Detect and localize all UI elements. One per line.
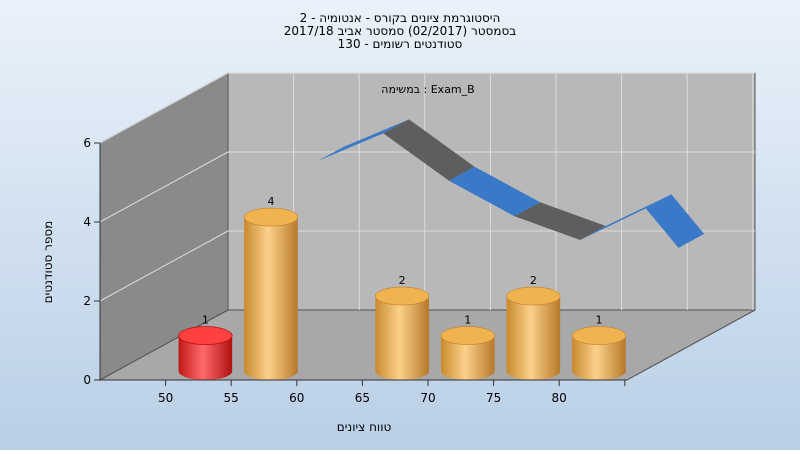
curve-segment-0	[317, 119, 409, 161]
y-tick-label-3: 6	[83, 136, 91, 150]
title-line-1: היסטוגרמת ציונים בקורס - אנטומיה - 2	[300, 11, 501, 25]
distribution-curve	[317, 119, 705, 248]
bar-body-1	[244, 217, 298, 381]
y-tick-label-1: 2	[83, 294, 91, 308]
x-axis-label: טווח ציונים	[337, 420, 392, 434]
gridline-left-1	[99, 230, 229, 302]
x-tick-label-5: 75	[486, 391, 501, 405]
inner-task-label: במשימה : Exam_B	[381, 83, 474, 96]
x-tick-label-4: 70	[420, 391, 435, 405]
y-ticks: 0 2 4 6	[83, 136, 100, 387]
bar-body-3	[440, 335, 495, 381]
bar-4: 2	[506, 274, 561, 381]
bar-1: 4	[243, 195, 299, 381]
curve-segment-2	[448, 166, 541, 217]
curve-segment-1	[383, 119, 475, 181]
bar-value-label-0: 1	[202, 314, 209, 327]
bar-0: 1	[178, 314, 233, 381]
bar-body-4	[506, 296, 561, 381]
bar-value-label-3: 1	[464, 314, 471, 327]
gridline-left-3	[99, 72, 229, 144]
curve-segment-3	[514, 202, 606, 240]
title-line-2: בסמסטר (02/2017) סמסטר אביב 2017/18	[284, 24, 516, 38]
bar-top-4	[506, 286, 561, 306]
x-tick-label-1: 55	[224, 391, 239, 405]
bar-value-label-5: 1	[595, 314, 602, 327]
bar-body-5	[572, 335, 626, 381]
bar-top-3	[440, 326, 495, 345]
title-line-3: סטודנטים רשומים - 130	[338, 37, 463, 51]
bar-value-label-4: 2	[530, 274, 537, 287]
y-tick-label-2: 4	[83, 215, 91, 229]
bar-3: 1	[440, 314, 495, 381]
y-tick-label-0: 0	[83, 373, 91, 387]
bar-top-5	[571, 326, 627, 345]
y-axis-label: מספר סטודנטים	[41, 221, 55, 304]
curve-segment-4	[580, 194, 672, 240]
bar-value-label-2: 2	[399, 274, 406, 287]
chart-title: היסטוגרמת ציונים בקורס - אנטומיה - 2 בסמ…	[284, 11, 516, 51]
curve-segment-5	[645, 194, 705, 248]
x-tick-label-6: 80	[552, 391, 567, 405]
bar-body-0	[178, 335, 233, 381]
axes	[99, 143, 627, 381]
bar-top-1	[243, 207, 299, 227]
bar-top-0	[178, 326, 233, 345]
gridline-left-2	[99, 151, 229, 223]
x-tick-label-0: 50	[158, 391, 173, 405]
bar-2: 2	[375, 274, 430, 381]
bars: 1 4 2 1 2 1	[178, 195, 627, 381]
bar-5: 1	[571, 314, 627, 381]
x-tick-label-2: 60	[289, 391, 304, 405]
bar-value-label-1: 4	[267, 195, 274, 208]
x-ticks: 50 55 60 65 70 75 80	[158, 380, 626, 405]
bar-body-2	[375, 296, 429, 381]
bar-top-2	[375, 286, 430, 306]
x-tick-label-3: 65	[355, 391, 370, 405]
